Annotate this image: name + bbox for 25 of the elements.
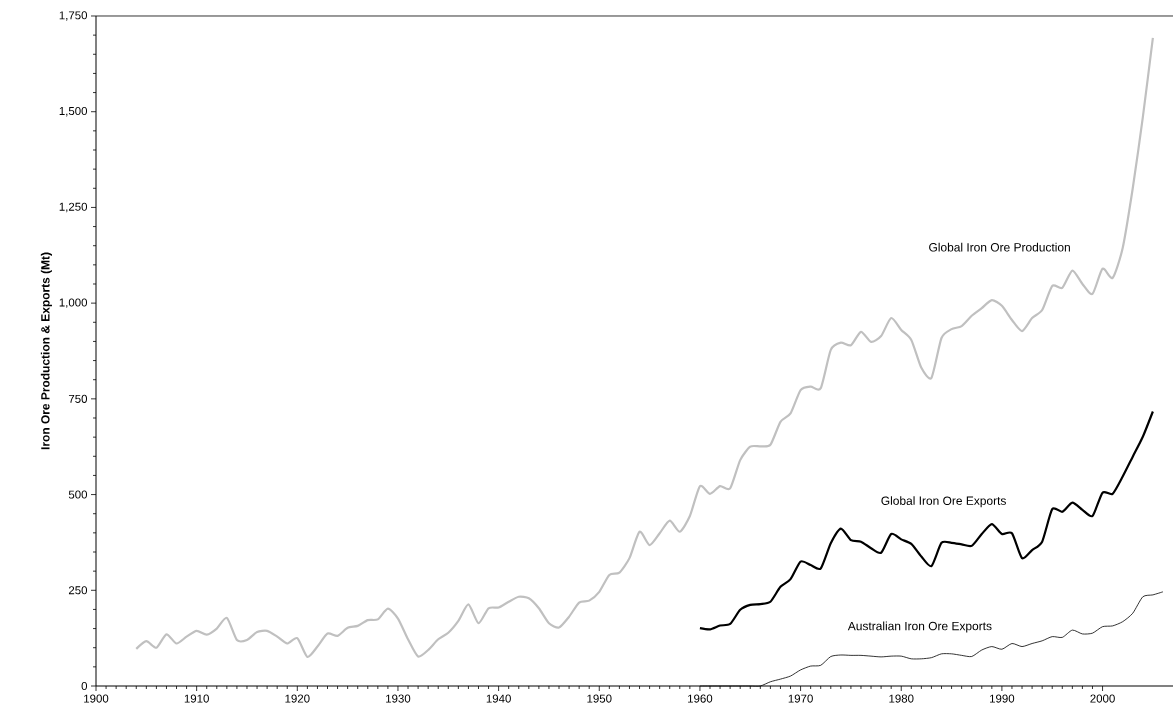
series-label: Global Iron Ore Production xyxy=(929,242,1070,252)
x-tick-label: 1940 xyxy=(486,694,511,703)
line-series xyxy=(698,410,1154,631)
y-tick-label: 1,000 xyxy=(59,298,88,308)
x-tick-label: 1900 xyxy=(84,694,109,703)
y-axis-title: Iron Ore Production & Exports (Mt) xyxy=(40,252,52,450)
series-label: Australian Iron Ore Exports xyxy=(847,621,992,633)
y-tick-label: 1,500 xyxy=(59,106,88,117)
x-tick-label: 1960 xyxy=(688,694,713,703)
y-tick-label: 1,750 xyxy=(59,11,88,21)
x-tick-label: 1950 xyxy=(587,694,612,703)
y-tick-label: 500 xyxy=(68,490,88,499)
series-label: Global Iron Ore Exports xyxy=(881,496,1006,508)
y-tick-label: 0 xyxy=(81,681,88,691)
x-tick-label: 1990 xyxy=(990,694,1015,703)
x-tick-label: 1920 xyxy=(285,694,310,703)
x-tick-label: 2000 xyxy=(1090,694,1115,703)
x-tick-label: 1980 xyxy=(889,694,914,703)
x-tick-label: 1970 xyxy=(788,694,813,703)
line-series xyxy=(135,36,1154,658)
x-tick-label: 1910 xyxy=(184,694,209,703)
y-tick-label: 750 xyxy=(68,394,88,403)
x-tick-label: 1930 xyxy=(386,694,411,703)
y-tick-label: 250 xyxy=(68,586,88,595)
y-tick-label: 1,250 xyxy=(59,202,88,213)
